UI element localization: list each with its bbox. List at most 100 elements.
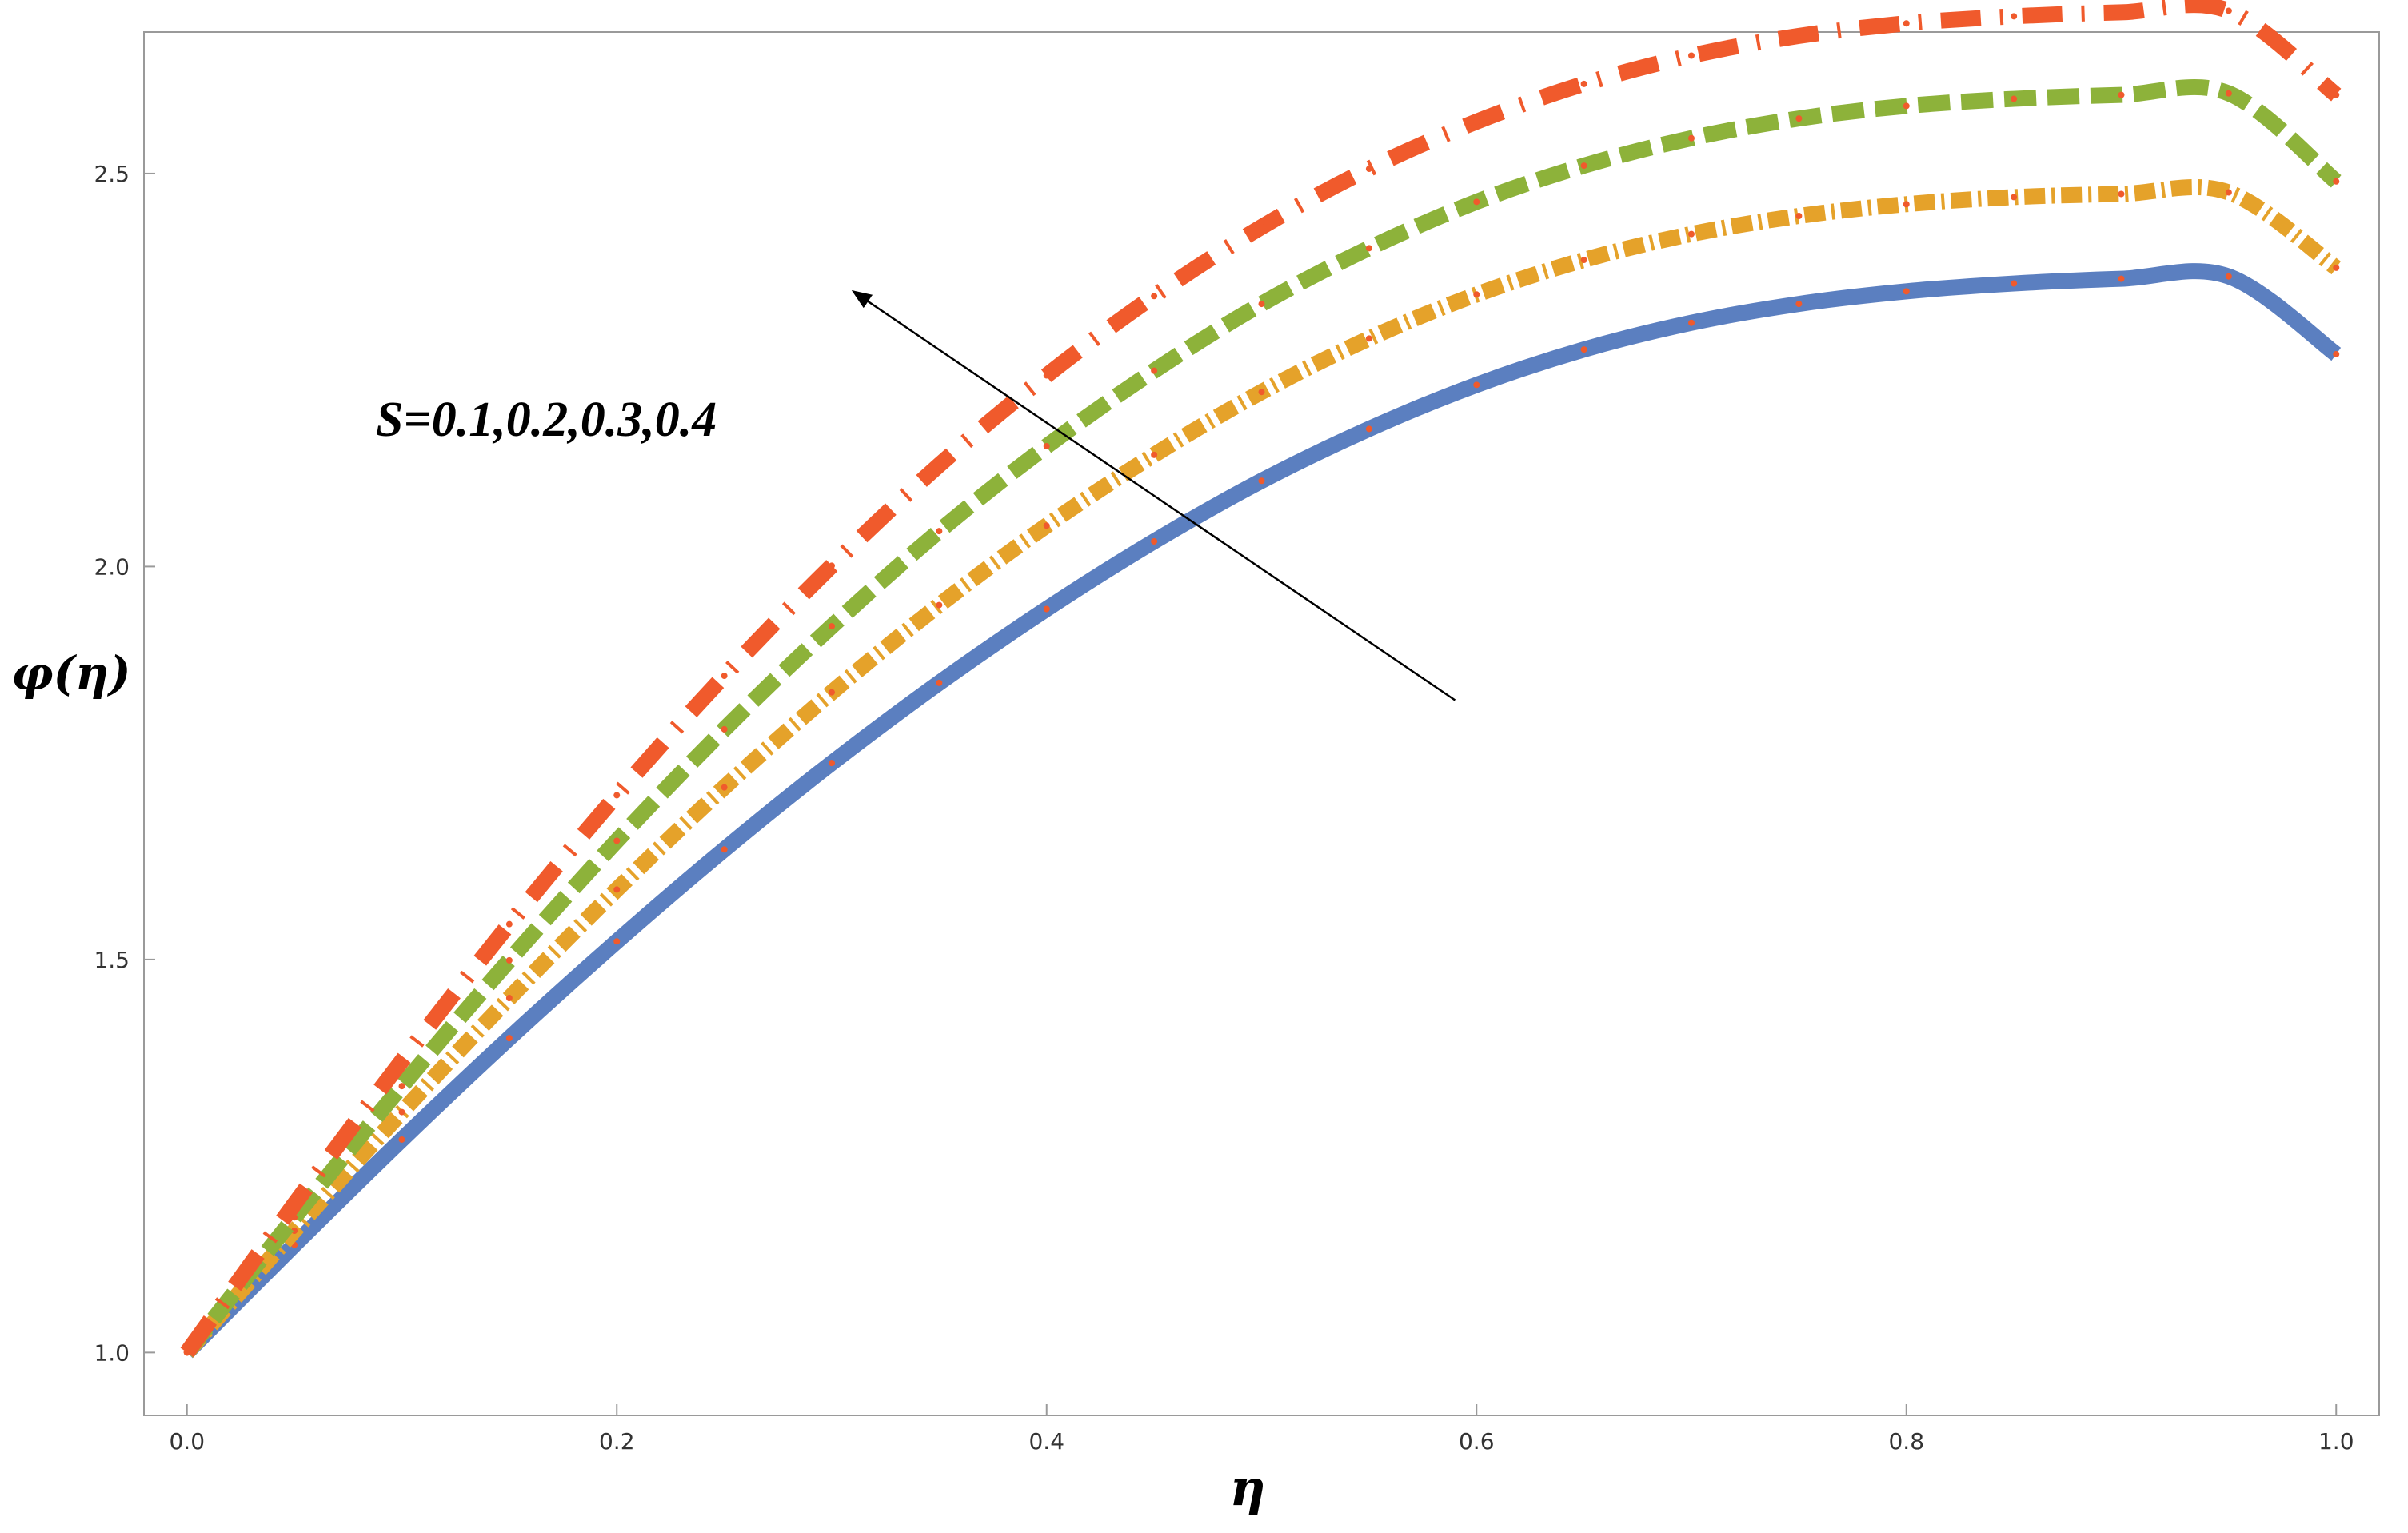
y-tick-label: 2.5 xyxy=(94,161,130,187)
series-4-point xyxy=(936,461,943,469)
series-3-point xyxy=(1903,102,1910,110)
series-1-point xyxy=(1795,301,1803,308)
series-4-point xyxy=(2333,91,2340,98)
series-4-point xyxy=(2225,7,2232,14)
y-tick-label: 2.0 xyxy=(94,553,130,580)
series-3-point xyxy=(721,725,728,733)
annotation-arrow xyxy=(851,289,1456,701)
plot-frame xyxy=(143,31,2380,1416)
series-3-point xyxy=(829,623,835,630)
series-4-point xyxy=(398,1057,405,1064)
series-3-point xyxy=(2333,178,2340,185)
series-3-point xyxy=(1795,115,1803,122)
annotation-group: S=0.1,0.2,0.3,0.4 xyxy=(376,289,1456,701)
series-2-point xyxy=(398,1108,405,1116)
series-2-point xyxy=(1688,230,1695,238)
series-3-point xyxy=(2225,90,2232,97)
series-3-point xyxy=(398,1083,405,1090)
series-4-point xyxy=(1258,223,1265,230)
series-2-point xyxy=(505,995,513,1002)
series-2-point xyxy=(1365,335,1372,342)
series-1-point xyxy=(936,679,943,686)
series-line-4 xyxy=(180,0,2342,1358)
y-axis-title: φ(η) xyxy=(11,646,131,701)
series-line-2 xyxy=(181,178,2342,1358)
x-ticks: 0.0 0.2 0.4 0.6 0.8 1.0 xyxy=(169,1404,2354,1455)
series-3-point xyxy=(1258,301,1265,308)
series-3-point xyxy=(936,528,943,535)
series-3-point xyxy=(1151,367,1158,374)
series-line-1 xyxy=(181,263,2342,1359)
x-tick-label: 0.6 xyxy=(1459,1428,1495,1455)
series-1-point xyxy=(1903,288,1910,295)
series-4-point xyxy=(1043,372,1050,379)
series-4-point xyxy=(183,1349,190,1356)
series-2-point xyxy=(1151,451,1158,458)
series-3-point xyxy=(2118,91,2125,98)
series-3-point xyxy=(1580,162,1587,170)
series-2-point xyxy=(1795,213,1803,220)
series-3-point xyxy=(2011,95,2018,102)
series-1-point xyxy=(2118,275,2125,282)
series-1-point xyxy=(1580,346,1587,353)
x-axis-title: η xyxy=(1229,1459,1265,1517)
series-4-point xyxy=(505,920,513,928)
series-1-point xyxy=(2225,273,2232,280)
series-2-point xyxy=(936,601,943,609)
y-ticks: 1.0 1.5 2.0 2.5 xyxy=(94,161,155,1366)
series-1-point xyxy=(1258,477,1265,485)
series-3-point xyxy=(1688,134,1695,142)
y-tick-label: 1.0 xyxy=(94,1339,130,1366)
series-1-point xyxy=(1473,381,1480,389)
series-4-point xyxy=(1903,20,1910,27)
series-2-point xyxy=(829,689,835,696)
series-1-point xyxy=(505,1035,513,1042)
series-4-point xyxy=(1365,166,1372,173)
series-2-point xyxy=(1580,257,1587,264)
series-4-point xyxy=(1473,118,1480,126)
series-4-point xyxy=(1151,293,1158,300)
series-2-point xyxy=(291,1228,298,1235)
series-2-point xyxy=(1903,201,1910,208)
series-1-point xyxy=(2333,351,2340,358)
series-3-point xyxy=(1043,443,1050,450)
series-1-point xyxy=(398,1136,405,1143)
series-4-point xyxy=(721,673,728,680)
x-tick-label: 0.4 xyxy=(1028,1428,1064,1455)
series-1-point xyxy=(721,846,728,853)
series-2-point xyxy=(1258,389,1265,396)
series-1-point xyxy=(613,938,621,945)
x-tick-label: 0.8 xyxy=(1888,1428,1924,1455)
series-4-point xyxy=(2118,9,2125,16)
series-4-point xyxy=(2011,13,2018,20)
series-1-point xyxy=(1043,605,1050,613)
series-1-point xyxy=(1688,319,1695,326)
series-2-point xyxy=(2011,194,2018,201)
series-1-point xyxy=(1365,425,1372,433)
series-2-point xyxy=(721,784,728,791)
annotation-label: S=0.1,0.2,0.3,0.4 xyxy=(376,393,717,447)
series-2-point xyxy=(1473,291,1480,298)
series-1-point xyxy=(2011,280,2018,287)
series-3-point xyxy=(1365,245,1372,252)
series-2-point xyxy=(2333,264,2340,271)
series-4-point xyxy=(829,562,835,569)
y-tick-label: 1.5 xyxy=(94,947,130,973)
series-4-point xyxy=(291,1200,298,1208)
series-group xyxy=(180,0,2342,1359)
series-4-point xyxy=(613,792,621,799)
x-tick-label: 0.2 xyxy=(599,1428,635,1455)
series-1-point xyxy=(1151,537,1158,545)
series-3-point xyxy=(1473,198,1480,206)
series-4-point xyxy=(1795,32,1803,39)
series-2-point xyxy=(2225,189,2232,196)
series-2-point xyxy=(613,886,621,893)
series-4-point xyxy=(1580,80,1587,87)
series-2-point xyxy=(1043,522,1050,529)
series-3-point xyxy=(613,837,621,844)
x-tick-label: 0.0 xyxy=(169,1428,205,1455)
series-2-point xyxy=(2118,190,2125,198)
series-4-point xyxy=(1688,52,1695,59)
series-3-point xyxy=(505,956,513,964)
